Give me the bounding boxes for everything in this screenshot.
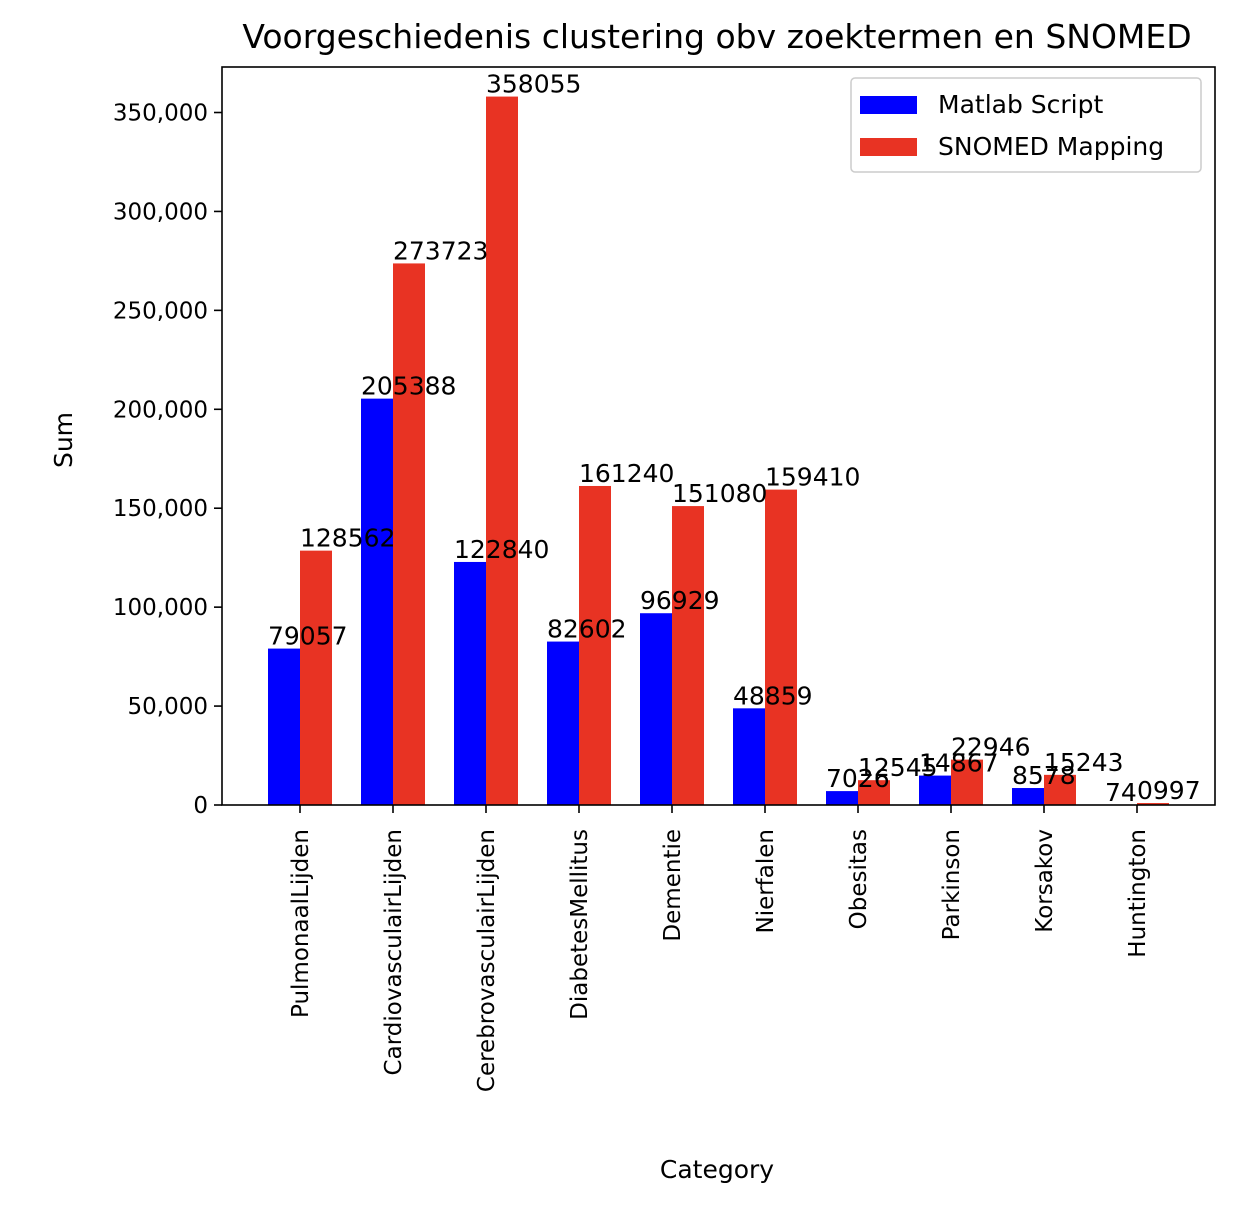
data-label-matlab-9: 74 xyxy=(1105,778,1137,807)
data-label-snomed-8: 15243 xyxy=(1044,748,1124,777)
bar-snomed-8 xyxy=(1044,774,1076,805)
bar-matlab-8 xyxy=(1012,788,1044,805)
legend-label-matlab: Matlab Script xyxy=(938,90,1103,119)
bar-matlab-1 xyxy=(361,398,393,805)
data-label-snomed-7: 22946 xyxy=(951,733,1031,762)
x-tick-label: Nierfalen xyxy=(753,829,779,934)
data-label-snomed-6: 12545 xyxy=(858,753,938,782)
data-label-snomed-1: 273723 xyxy=(393,236,488,265)
x-tick-label: Huntington xyxy=(1125,829,1151,958)
data-label-matlab-4: 96929 xyxy=(640,586,720,615)
x-tick-label: PulmonaalLijden xyxy=(288,829,314,1018)
bar-snomed-0 xyxy=(300,550,332,805)
y-axis: 0 50,000 100,000 150,000 200,000 250,000 300,0… xyxy=(113,101,222,819)
data-label-matlab-2: 122840 xyxy=(454,535,549,564)
x-tick-label: CardiovasculairLijden xyxy=(381,829,407,1075)
y-tick-label: 150,000 xyxy=(113,496,208,522)
data-label-matlab-5: 48859 xyxy=(733,681,813,710)
data-label-snomed-9: 0997 xyxy=(1137,776,1201,805)
data-label-snomed-2: 358055 xyxy=(486,70,581,99)
data-label-snomed-3: 161240 xyxy=(579,459,674,488)
data-labels-layer: 79057 205388 122840 82602 96929 48859 7026 1486… xyxy=(268,70,1201,807)
y-tick-label: 350,000 xyxy=(113,101,208,127)
data-label-snomed-4: 151080 xyxy=(672,479,767,508)
data-label-matlab-0: 79057 xyxy=(268,622,348,651)
data-label-matlab-6: 7026 xyxy=(826,764,890,793)
y-tick-label: 50,000 xyxy=(128,694,208,720)
y-tick-label: 250,000 xyxy=(113,298,208,324)
plot-frame xyxy=(221,66,1216,806)
legend-swatch-snomed xyxy=(860,138,917,156)
x-tick-label: CerebrovasculairLijden xyxy=(474,829,500,1092)
legend-label-snomed: SNOMED Mapping xyxy=(938,132,1164,161)
bar-snomed-2 xyxy=(486,96,518,806)
bar-matlab-2 xyxy=(454,561,486,805)
bars-layer xyxy=(268,96,1169,806)
bar-snomed-5 xyxy=(765,489,797,805)
x-tick-label: Dementie xyxy=(660,829,686,942)
y-axis-label: Sum xyxy=(49,412,78,468)
data-label-matlab-1: 205388 xyxy=(361,372,456,401)
data-label-snomed-5: 159410 xyxy=(765,463,860,492)
data-label-snomed-0: 128562 xyxy=(300,524,395,553)
bar-matlab-0 xyxy=(268,648,300,805)
bar-matlab-4 xyxy=(640,613,672,805)
bar-matlab-5 xyxy=(733,708,765,805)
bar-snomed-1 xyxy=(393,263,425,805)
data-label-matlab-3: 82602 xyxy=(547,615,627,644)
y-tick-label: 300,000 xyxy=(113,199,208,225)
bar-matlab-7 xyxy=(919,775,951,805)
y-tick-label: 100,000 xyxy=(113,595,208,621)
bar-matlab-6 xyxy=(826,791,858,805)
chart-title: Voorgeschiedenis clustering obv zoekterm… xyxy=(242,17,1191,56)
bar-matlab-3 xyxy=(547,641,579,805)
bar-snomed-3 xyxy=(579,485,611,805)
bar-snomed-6 xyxy=(858,780,890,805)
y-tick-label: 0 xyxy=(193,793,208,819)
x-axis-label: Category xyxy=(660,1155,774,1184)
x-tick-label: DiabetesMellitus xyxy=(567,829,593,1020)
data-label-matlab-7: 14867 xyxy=(919,749,999,778)
x-tick-label: Obesitas xyxy=(846,829,872,929)
y-tick-label: 200,000 xyxy=(113,397,208,423)
x-axis: PulmonaalLijden CardiovasculairLijden Cere… xyxy=(288,805,1151,1092)
legend: Matlab Script SNOMED Mapping xyxy=(850,77,1202,173)
bar-snomed-4 xyxy=(672,506,704,805)
bar-snomed-7 xyxy=(951,759,983,805)
x-tick-label: Parkinson xyxy=(939,829,965,940)
data-label-matlab-8: 8578 xyxy=(1012,761,1076,790)
x-tick-label: Korsakov xyxy=(1032,829,1058,933)
bar-snomed-9 xyxy=(1137,803,1169,805)
legend-swatch-matlab xyxy=(860,96,917,114)
legend-box xyxy=(850,77,1202,173)
